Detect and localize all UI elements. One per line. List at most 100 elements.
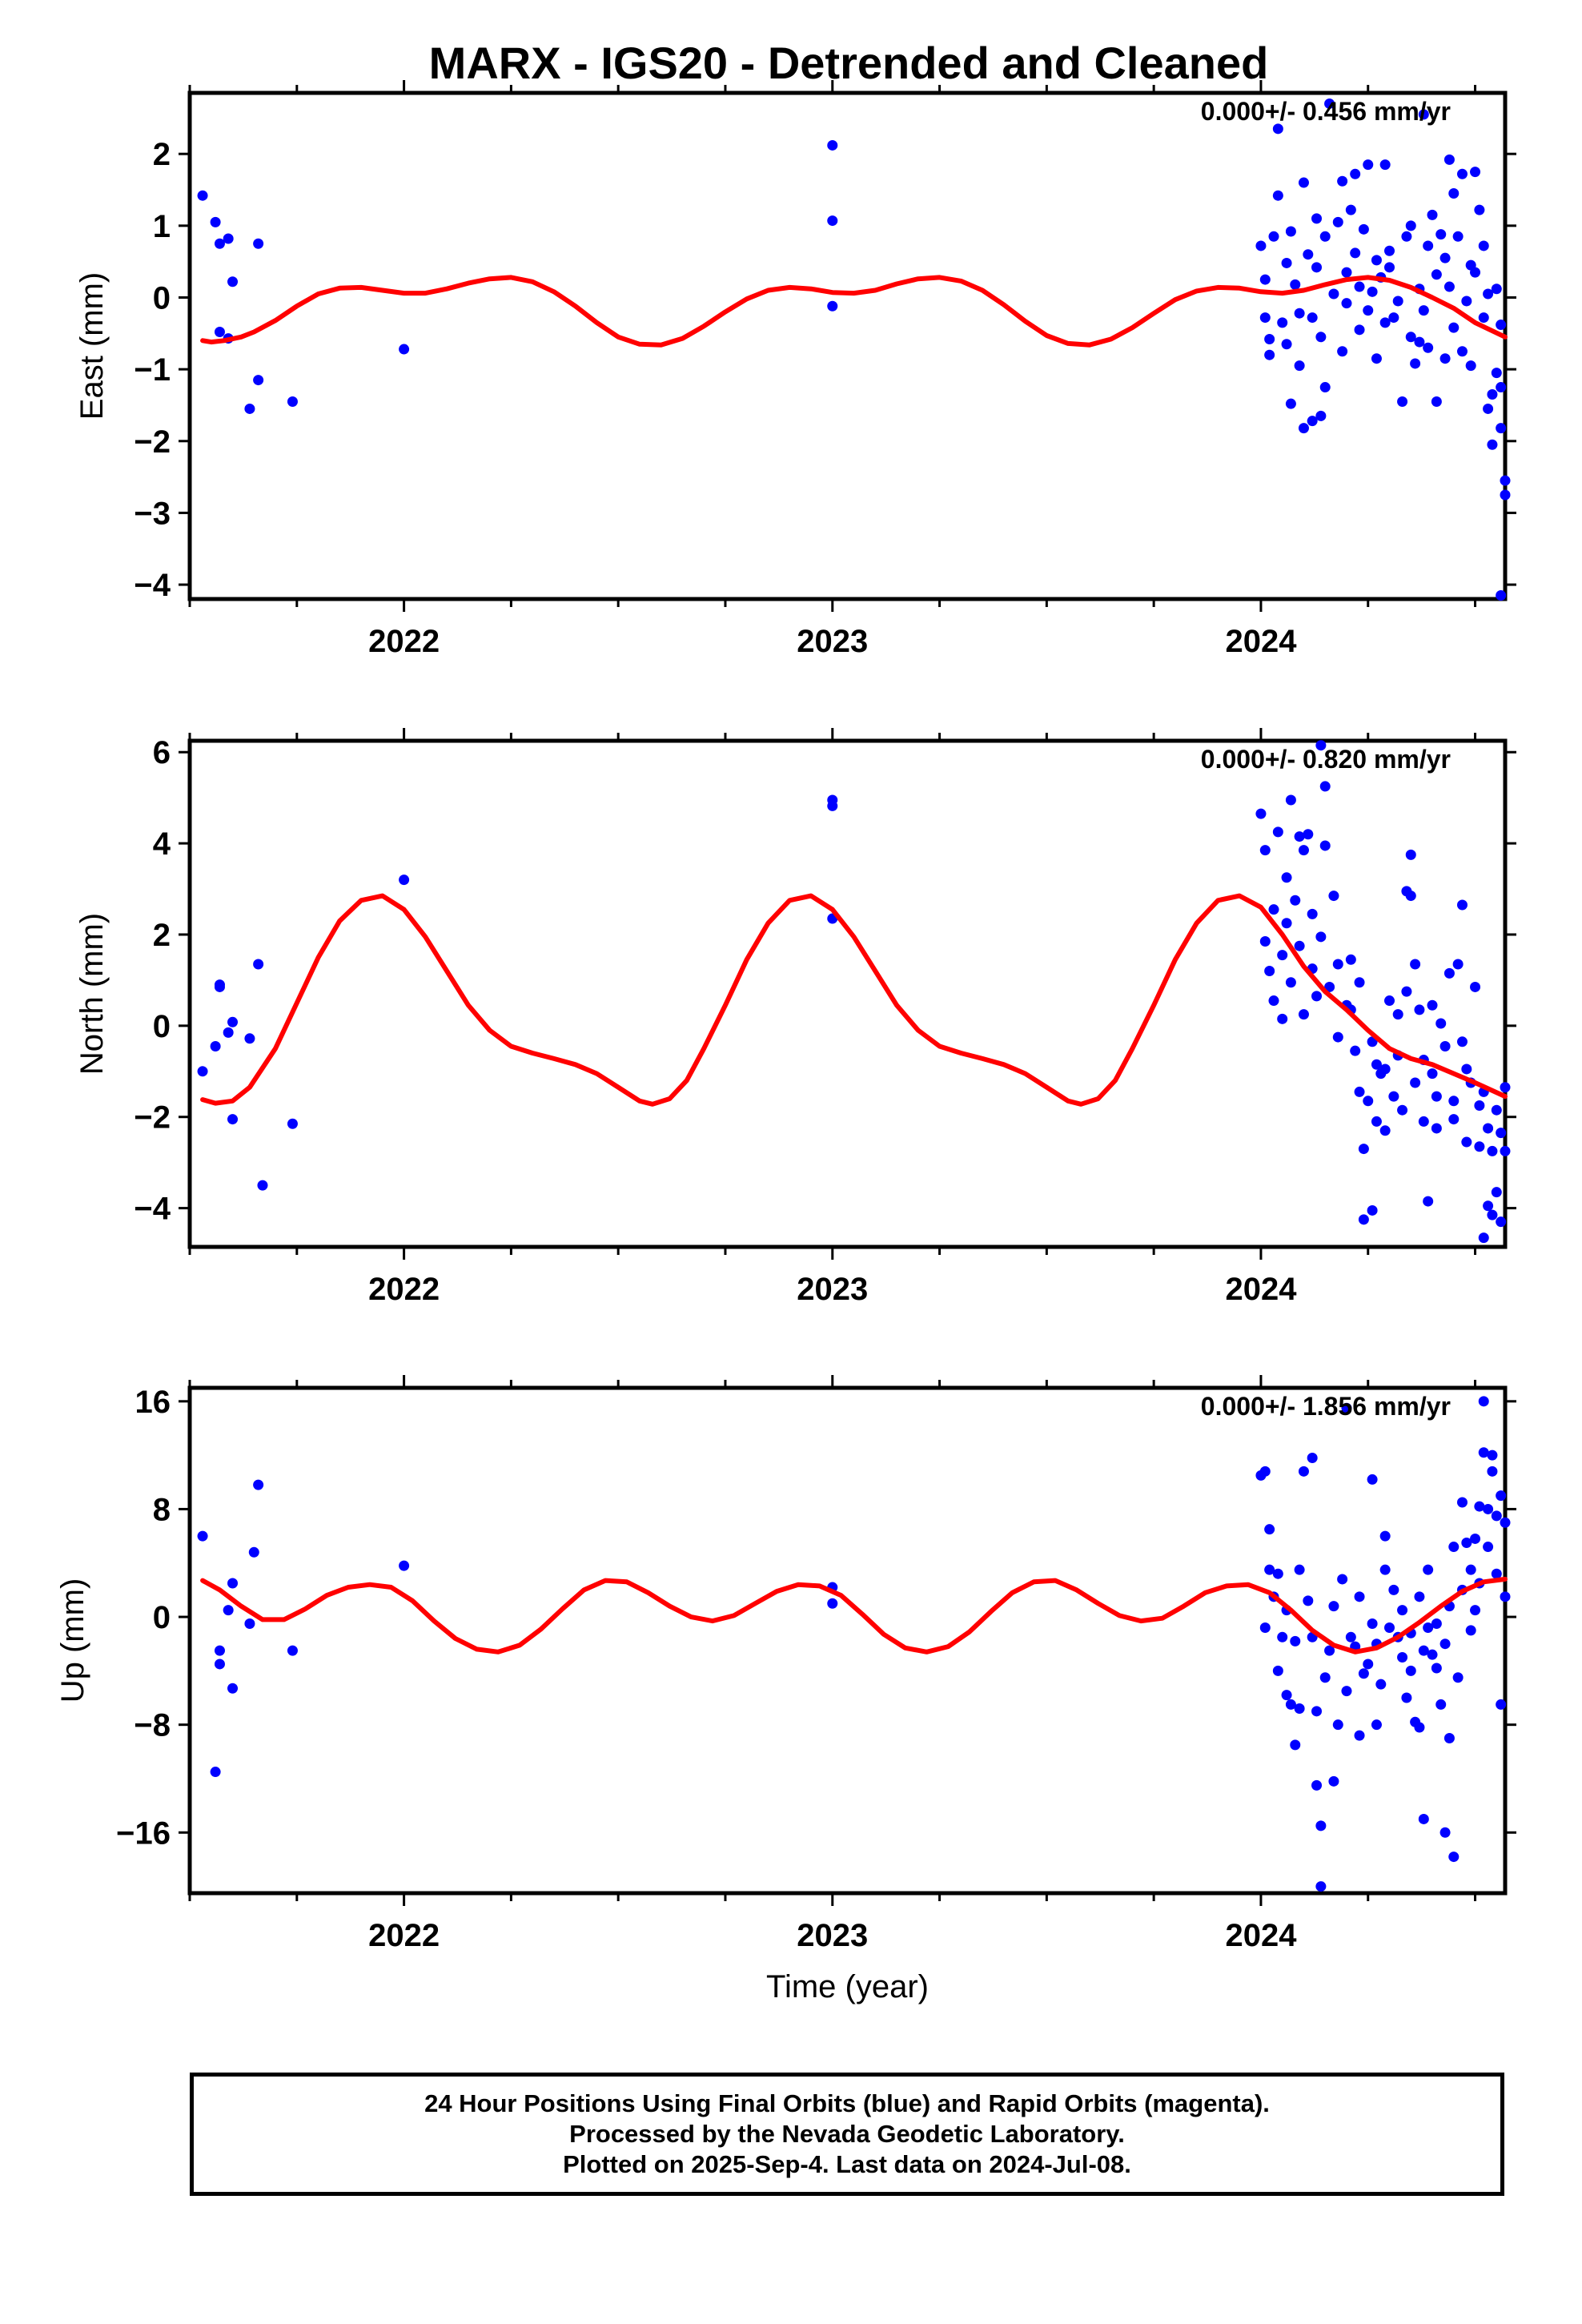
- panel-3-data-point: [1341, 1686, 1352, 1697]
- panel-3: 2022 2023 2024 −16 −8 0 8 16 Up (mm) Time (year) 0…: [55, 1375, 1516, 2004]
- panel-3-data-point: [1363, 1659, 1374, 1670]
- panel-2-data-point: [1328, 891, 1339, 902]
- panel-1-data-point: [1337, 175, 1348, 187]
- panel-2-data-point: [1285, 794, 1296, 806]
- panel-3-data-point: [1478, 1396, 1489, 1407]
- panel-1-data-point: [1405, 332, 1416, 343]
- panel-2-data-point: [1405, 891, 1416, 902]
- panel-2-data-point: [1294, 831, 1305, 842]
- panel-1-data-point: [1341, 298, 1352, 309]
- panel-1-data-point: [1277, 317, 1288, 328]
- panel-2-xtick-label: 2024: [1225, 1272, 1297, 1307]
- panel-3-data-point: [1259, 1466, 1271, 1477]
- panel-1-data-point: [1423, 342, 1434, 353]
- panel-1-data-point: [1483, 288, 1494, 300]
- panel-3-data-point: [1401, 1692, 1412, 1703]
- panel-2-data-point: [1259, 936, 1271, 947]
- panel-3-data-point: [1354, 1591, 1365, 1602]
- panel-2-ytick-label: 0: [153, 1009, 171, 1044]
- panel-2-data-point: [1319, 840, 1331, 851]
- panel-1-data-point: [1414, 336, 1425, 348]
- panel-2-data-point: [1358, 1144, 1369, 1155]
- panel-3-data-point: [1315, 1881, 1327, 1892]
- panel-2-data-point: [1461, 1063, 1472, 1075]
- panel-1-data-point: [1307, 416, 1318, 427]
- panel-1-data-point: [1337, 346, 1348, 357]
- panel-2-data-point: [1456, 899, 1468, 911]
- panel-1-data-point: [1435, 229, 1447, 240]
- panel-2-data-point: [1350, 1045, 1361, 1056]
- panel-3-data-point: [1414, 1722, 1425, 1733]
- panel-1-data-point: [227, 276, 239, 287]
- panel-3-data-point: [1470, 1533, 1481, 1544]
- panel-2-data-point: [1500, 1145, 1511, 1156]
- panel-1-data-point: [1496, 423, 1507, 434]
- panel-3-data-point: [227, 1578, 239, 1589]
- panel-1-data-point: [1448, 188, 1460, 199]
- panel-3-data-point: [1341, 1402, 1352, 1413]
- panel-1-data-point: [1298, 423, 1309, 434]
- panel-3-ytick-label: 16: [135, 1385, 171, 1420]
- panel-1-xtick-label: 2024: [1225, 624, 1297, 659]
- panel-1-data-point: [1285, 226, 1296, 237]
- panel-2-data-point: [1324, 981, 1335, 992]
- panel-2-data-point: [1491, 1104, 1502, 1116]
- panel-3-data-point: [1290, 1635, 1301, 1647]
- panel-3-data-point: [1487, 1466, 1498, 1477]
- panel-1-data-point: [1397, 396, 1408, 407]
- panel-1-data-point: [1259, 312, 1271, 324]
- panel-1-data-point: [1307, 312, 1318, 324]
- panel-3-data-point: [1431, 1618, 1442, 1629]
- x-axis-label: Time (year): [766, 1969, 929, 2004]
- panel-2-frame: [187, 738, 1508, 1249]
- panel-3-xtick-label: 2022: [368, 1918, 440, 1953]
- panel-3-data-point: [1298, 1466, 1309, 1477]
- panel-2-data-point: [1303, 829, 1314, 840]
- panel-3-ytick-label: 0: [153, 1600, 171, 1635]
- panel-1-data-point: [1367, 286, 1378, 297]
- panel-3-data-point: [1448, 1542, 1460, 1553]
- panel-3-data-point: [1332, 1719, 1343, 1731]
- panel-3-data-point: [1375, 1679, 1387, 1690]
- panel-2-data-point: [1354, 977, 1365, 988]
- panel-1-xtick-label: 2023: [797, 624, 868, 659]
- panel-2-data-point: [1439, 1040, 1451, 1051]
- panel-2-data-point: [1500, 1082, 1511, 1093]
- panel-2-ytick-label: 6: [153, 735, 171, 770]
- panel-2-data-point: [1388, 1091, 1399, 1102]
- panel-2-data-point: [1427, 999, 1438, 1011]
- panel-1-data-point: [1443, 281, 1455, 292]
- panel-3-data-point: [1439, 1827, 1451, 1838]
- panel-2-data-point: [1345, 954, 1356, 965]
- panel-2-data-point: [1315, 931, 1327, 943]
- panel-3-data-point: [1264, 1564, 1275, 1575]
- panel-3-data-point: [1500, 1591, 1511, 1602]
- panel-3-data-point: [1294, 1703, 1305, 1714]
- panel-2-data-point: [1487, 1145, 1498, 1156]
- panel-2-data-point: [1277, 950, 1288, 961]
- panel-1-ytick-label: −1: [134, 352, 171, 388]
- panel-2-data-point: [227, 1114, 239, 1125]
- panel-2-data-point: [1285, 977, 1296, 988]
- panel-3-data-point: [253, 1479, 264, 1490]
- panel-1-data-point: [1465, 360, 1476, 372]
- panel-1-data-point: [1474, 204, 1485, 215]
- panel-3-data-point: [1470, 1605, 1481, 1616]
- panel-3-data-point: [1264, 1524, 1275, 1535]
- panel-1-data-point: [1358, 223, 1369, 235]
- panel-1-data-point: [1496, 382, 1507, 393]
- panel-3-xtick-label: 2023: [797, 1918, 868, 1953]
- panel-2-data-point: [1255, 808, 1267, 819]
- panel-1-data-point: [1315, 332, 1327, 343]
- panel-1-data-point: [1285, 398, 1296, 409]
- panel-1-data-point: [1272, 123, 1283, 135]
- panel-1-data-point: [1281, 339, 1292, 350]
- panel-2-model-curve: [200, 893, 1508, 1107]
- panel-3-data-point: [1384, 1622, 1395, 1634]
- panel-2-data-point: [1487, 1209, 1498, 1220]
- panel-2-data-point: [1496, 1128, 1507, 1139]
- panel-1-data-point: [253, 375, 264, 386]
- panel-2-data-point: [1427, 1068, 1438, 1080]
- panel-3-data-point: [1303, 1595, 1314, 1606]
